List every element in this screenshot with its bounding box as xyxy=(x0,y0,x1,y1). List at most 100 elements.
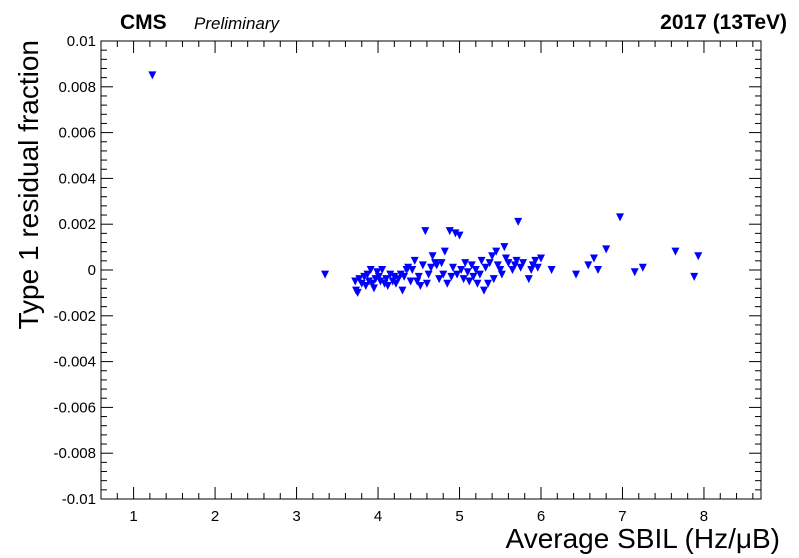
data-point xyxy=(383,282,392,291)
data-point xyxy=(489,275,498,284)
data-point xyxy=(432,261,441,270)
data-point xyxy=(630,268,639,277)
data-point xyxy=(500,243,509,252)
data-point xyxy=(363,270,372,279)
data-point xyxy=(422,279,431,288)
data-point xyxy=(531,256,540,265)
data-point xyxy=(398,286,407,295)
data-point xyxy=(589,254,598,263)
data-point xyxy=(406,277,415,286)
status-label: Preliminary xyxy=(194,14,281,33)
data-point xyxy=(355,275,364,284)
data-point xyxy=(368,279,377,288)
data-point xyxy=(437,259,446,268)
experiment-label: CMS xyxy=(120,11,167,34)
x-tick-label: 6 xyxy=(537,508,545,525)
data-point xyxy=(481,263,490,272)
data-point xyxy=(527,266,536,274)
data-point xyxy=(428,252,437,261)
data-point xyxy=(421,227,430,236)
data-point xyxy=(449,263,457,272)
data-points xyxy=(148,71,703,297)
data-point xyxy=(400,272,409,281)
data-point xyxy=(369,284,378,293)
data-point xyxy=(497,270,506,279)
y-tick-label: -0.004 xyxy=(53,354,96,371)
y-tick-labels: -0.01 -0.008 -0.006 -0.004 -0.002 0 0.002 0.004… xyxy=(53,33,96,508)
data-point xyxy=(519,259,528,268)
data-point xyxy=(501,254,510,263)
y-tick-label: 0.002 xyxy=(58,216,96,233)
data-point xyxy=(408,266,417,274)
data-point xyxy=(424,270,433,279)
data-point xyxy=(439,270,448,279)
data-point xyxy=(418,261,427,270)
data-point xyxy=(488,252,497,261)
x-tick-label: 2 xyxy=(211,508,219,525)
x-tick-label: 4 xyxy=(374,508,382,525)
x-tick-label: 1 xyxy=(129,508,137,525)
data-point xyxy=(469,272,478,281)
data-point xyxy=(492,247,501,256)
data-point xyxy=(443,279,452,288)
data-point xyxy=(351,277,360,286)
y-tick-label: 0.01 xyxy=(67,33,96,50)
data-point xyxy=(390,272,399,281)
data-point xyxy=(366,266,375,274)
data-point xyxy=(514,217,523,226)
y-tick-label: 0.006 xyxy=(58,125,96,142)
data-point xyxy=(638,263,647,272)
data-point xyxy=(410,256,419,265)
data-point xyxy=(457,266,466,274)
y-tick-label: -0.002 xyxy=(53,308,96,325)
data-point xyxy=(378,266,387,274)
data-point xyxy=(416,282,425,291)
data-point xyxy=(463,268,472,277)
data-point xyxy=(447,272,456,281)
data-point xyxy=(484,279,493,288)
data-point xyxy=(572,270,581,279)
data-point xyxy=(694,252,703,261)
data-point xyxy=(459,275,468,284)
data-point xyxy=(493,261,502,270)
data-point xyxy=(512,256,521,265)
data-point xyxy=(148,71,157,80)
data-point xyxy=(504,259,513,268)
x-tick-label: 7 xyxy=(618,508,626,525)
data-point xyxy=(537,254,545,263)
data-point xyxy=(475,270,484,279)
y-tick-label: -0.006 xyxy=(53,399,96,416)
y-tick-label: 0.004 xyxy=(58,170,96,187)
data-point xyxy=(435,275,444,284)
y-axis-title: Type 1 residual fraction xyxy=(13,40,44,330)
x-tick-label: 3 xyxy=(292,508,300,525)
data-point xyxy=(479,286,488,295)
x-tick-label: 5 xyxy=(455,508,463,525)
data-point xyxy=(473,279,482,288)
data-point xyxy=(690,272,699,281)
data-point xyxy=(602,245,611,254)
x-axis-title: Average SBIL (Hz/μB) xyxy=(506,523,780,554)
data-point xyxy=(374,272,383,281)
data-point xyxy=(321,270,330,279)
data-point xyxy=(414,272,423,281)
data-point xyxy=(357,279,366,288)
data-point xyxy=(455,231,464,240)
data-point xyxy=(471,266,480,274)
y-tick-label: -0.008 xyxy=(53,445,96,462)
data-point xyxy=(671,247,680,256)
data-point xyxy=(485,259,494,268)
data-point xyxy=(427,263,435,272)
data-point xyxy=(533,263,542,272)
data-point xyxy=(477,256,486,265)
data-point xyxy=(496,266,505,274)
data-point xyxy=(584,261,593,270)
run-info-label: 2017 (13TeV) xyxy=(660,11,787,34)
data-point xyxy=(440,247,449,256)
data-point xyxy=(547,266,556,274)
y-tick-label: -0.01 xyxy=(62,491,96,508)
data-point xyxy=(376,277,385,286)
data-point xyxy=(365,277,374,286)
data-point xyxy=(386,270,395,279)
